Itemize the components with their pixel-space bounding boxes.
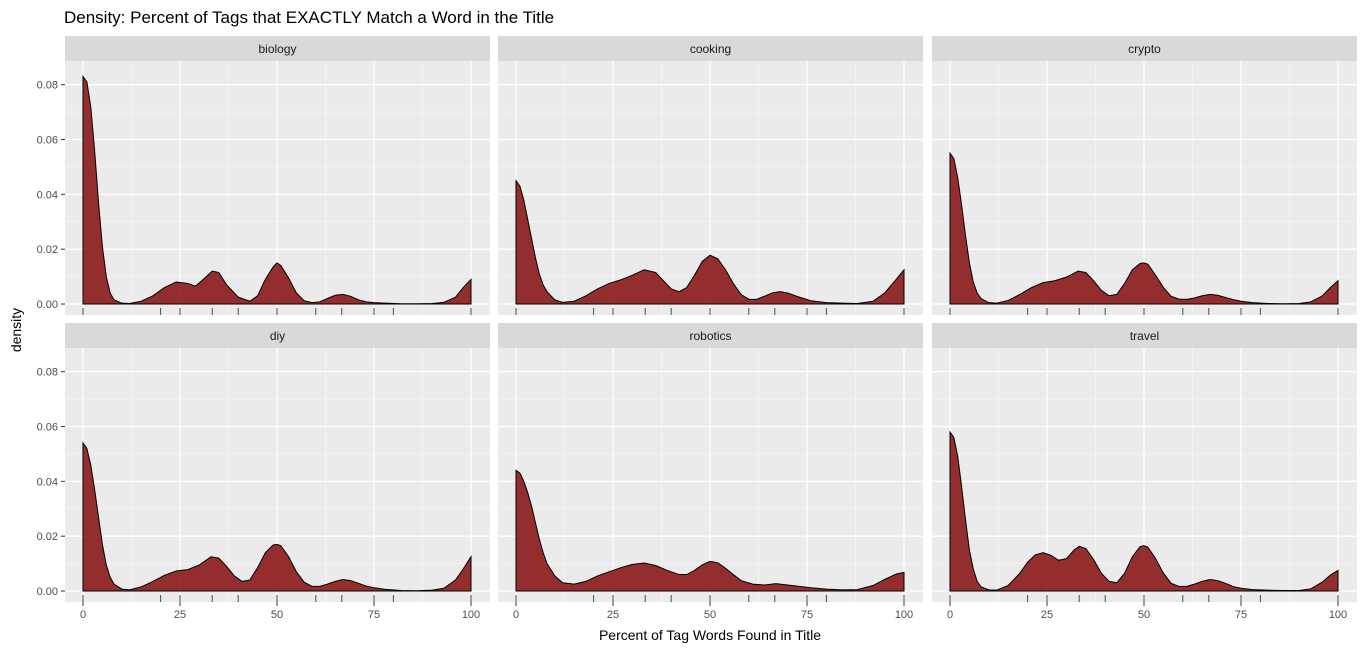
y-tick-label: 0.00 [37,299,58,311]
x-tick-label: 50 [1138,609,1150,621]
x-tick-label: 75 [368,609,380,621]
facet-strip [65,36,490,61]
facet-strip-label: diy [270,329,285,343]
y-tick-label: 0.08 [37,367,58,379]
y-tick-label: 0.04 [37,189,58,201]
x-tick-label: 0 [513,609,519,621]
facet-strip-label: cooking [690,42,731,56]
y-tick-label: 0.02 [37,244,58,256]
x-tick-label: 25 [607,609,619,621]
y-axis-title: density [8,308,24,352]
chart-title: Density: Percent of Tags that EXACTLY Ma… [64,8,554,27]
facet-strip [65,323,490,348]
facet-strip [498,323,923,348]
facet-strip [932,323,1357,348]
x-tick-label: 25 [1041,609,1053,621]
x-tick-label: 50 [271,609,283,621]
y-tick-label: 0.02 [37,531,58,543]
density-area-crypto [949,151,1339,305]
y-tick-label: 0.04 [37,476,58,488]
density-area-diy [82,441,472,592]
density-area-travel [949,430,1339,592]
facet-strip [932,36,1357,61]
facet-strip [498,36,923,61]
density-area-biology [82,74,472,305]
facet-panels: biology 0.00 0.02 0.04 0.06 0.08 cooking crypto… [37,36,1357,621]
facet-strip-label: robotics [689,329,731,343]
x-tick-label: 100 [895,609,913,621]
density-area-robotics [515,469,905,592]
facet-strip-label: biology [258,42,296,56]
x-tick-label: 0 [947,609,953,621]
x-tick-label: 100 [462,609,480,621]
x-tick-label: 0 [80,609,86,621]
x-tick-label: 25 [174,609,186,621]
x-tick-label: 50 [704,609,716,621]
x-tick-label: 100 [1329,609,1347,621]
facet-strip-label: crypto [1128,42,1161,56]
y-tick-label: 0.06 [37,422,58,434]
x-axis-title: Percent of Tag Words Found in Title [599,627,821,643]
y-tick-label: 0.08 [37,80,58,92]
density-area-cooking [515,179,905,305]
x-tick-label: 75 [801,609,813,621]
y-tick-label: 0.06 [37,135,58,147]
y-tick-label: 0.00 [37,586,58,598]
x-tick-label: 75 [1235,609,1247,621]
facet-strip-label: travel [1130,329,1159,343]
